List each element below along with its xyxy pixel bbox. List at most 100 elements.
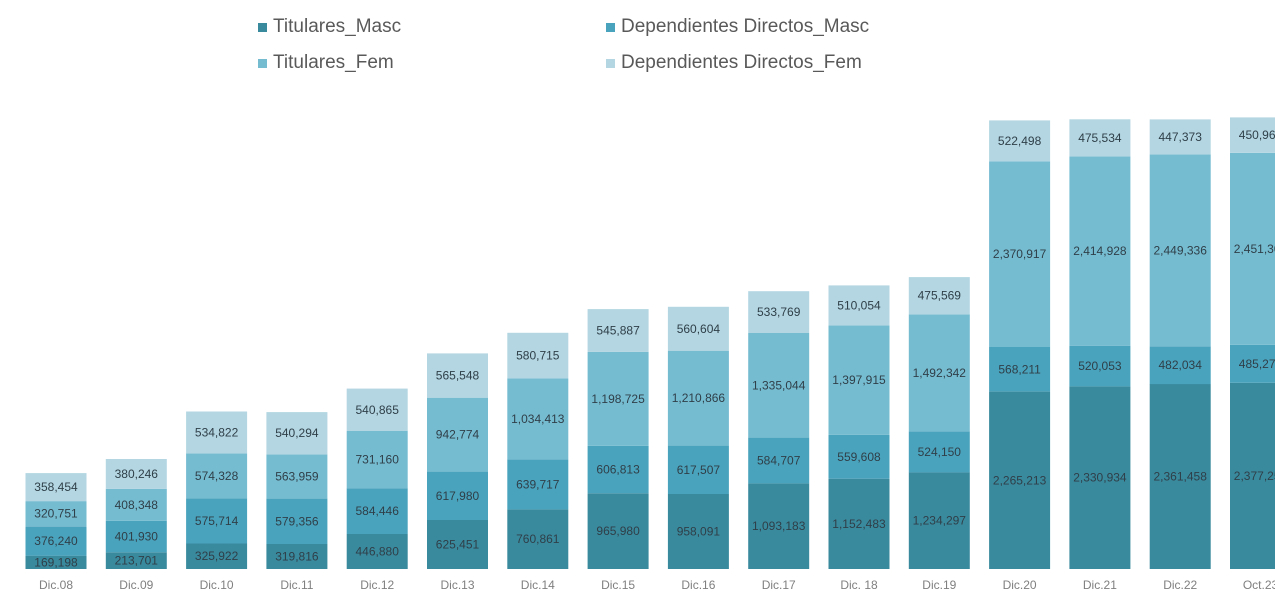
- data-label-2-6: 617,980: [436, 489, 480, 503]
- bar-segment-2-13: [989, 347, 1051, 392]
- data-label-4-9: 560,604: [677, 322, 721, 336]
- bar-segment-4-1: [25, 473, 87, 502]
- bar-segment-2-6: [427, 471, 488, 520]
- bar-segment-4-14: [1069, 119, 1131, 157]
- bar-segment-1-4: [266, 543, 328, 569]
- data-label-2-15: 482,034: [1159, 358, 1203, 372]
- bar-segment-1-2: [105, 552, 167, 569]
- data-label-3-3: 574,328: [195, 469, 239, 483]
- data-label-3-5: 731,160: [356, 453, 400, 467]
- legend-label-titulares-fem: Titulares_Fem: [273, 52, 394, 73]
- bar-segment-1-12: [908, 472, 970, 569]
- legend-label-titulares-masc: Titulares_Masc: [273, 16, 402, 37]
- x-tick-label-1: Dic.08: [39, 578, 73, 592]
- x-tick-label-12: Dic.19: [922, 578, 956, 592]
- data-label-1-2: 213,701: [115, 554, 159, 568]
- legend-label-dependientes-fem: Dependientes Directos_Fem: [621, 52, 862, 73]
- data-label-1-1: 169,198: [34, 555, 78, 569]
- x-tick-label-4: Dic.11: [280, 578, 313, 592]
- bar-segment-2-14: [1069, 345, 1131, 387]
- data-label-2-4: 579,356: [275, 514, 319, 528]
- bar-segment-4-12: [908, 277, 970, 315]
- legend-item-dependientes-fem: Dependientes Directos_Fem: [606, 52, 862, 74]
- bar-segment-4-10: [748, 291, 810, 333]
- data-label-3-9: 1,210,866: [672, 391, 726, 405]
- bar-segment-1-11: [828, 478, 890, 569]
- data-label-2-9: 617,507: [677, 463, 721, 477]
- data-label-1-16: 2,377,253: [1234, 469, 1275, 483]
- data-label-1-6: 625,451: [436, 538, 480, 552]
- data-label-1-9: 958,091: [677, 525, 721, 539]
- bar-segment-2-10: [748, 437, 810, 484]
- x-tick-label-14: Dic.21: [1083, 578, 1117, 592]
- data-label-3-13: 2,370,917: [993, 247, 1047, 261]
- data-label-3-2: 408,348: [115, 498, 159, 512]
- data-label-1-10: 1,093,183: [752, 519, 806, 533]
- data-label-3-14: 2,414,928: [1073, 244, 1127, 258]
- bar-segment-4-7: [507, 332, 569, 379]
- data-label-2-7: 639,717: [516, 477, 560, 491]
- bar-segment-4-3: [186, 411, 248, 454]
- bar-segment-3-6: [427, 397, 488, 472]
- bar-segment-1-3: [186, 543, 248, 569]
- bar-segment-3-8: [587, 351, 649, 446]
- bar-segment-2-3: [186, 498, 248, 544]
- data-label-4-13: 522,498: [998, 134, 1042, 148]
- bar-segment-1-15: [1149, 384, 1211, 569]
- x-tick-label-6: Dic.13: [440, 578, 474, 592]
- bar-segment-4-9: [667, 306, 729, 351]
- bar-segment-3-4: [266, 454, 328, 499]
- data-label-3-10: 1,335,044: [752, 378, 806, 392]
- bar-segment-3-16: [1230, 152, 1275, 345]
- data-label-2-2: 401,930: [115, 530, 159, 544]
- bar-segment-1-8: [587, 493, 649, 569]
- legend-swatch-titulares-masc: [258, 22, 267, 32]
- data-label-4-3: 534,822: [195, 425, 239, 439]
- legend-swatch-titulares-fem: [258, 58, 267, 68]
- data-label-2-13: 568,211: [998, 362, 1041, 376]
- bar-segment-1-16: [1230, 382, 1275, 569]
- bar-segment-1-7: [507, 509, 569, 569]
- legend-item-titulares-masc: Titulares_Masc: [258, 16, 401, 38]
- x-tick-label-15: Dic.22: [1163, 578, 1197, 592]
- x-tick-label-13: Dic.20: [1003, 578, 1037, 592]
- data-label-1-15: 2,361,458: [1154, 470, 1208, 484]
- bar-segment-3-13: [989, 161, 1051, 347]
- bar-segment-4-15: [1149, 119, 1211, 155]
- data-label-3-12: 1,492,342: [913, 366, 967, 380]
- data-label-4-7: 580,715: [516, 349, 560, 363]
- bar-segment-2-1: [25, 526, 87, 556]
- data-label-2-1: 376,240: [34, 534, 78, 548]
- bar-segment-1-13: [989, 391, 1051, 569]
- data-label-2-16: 485,273: [1239, 357, 1275, 371]
- data-label-4-6: 565,548: [436, 369, 480, 383]
- bar-segment-2-7: [507, 459, 569, 510]
- data-label-3-16: 2,451,302: [1234, 242, 1275, 256]
- bar-segment-1-9: [667, 493, 729, 569]
- bar-segment-3-12: [908, 314, 970, 432]
- data-label-1-12: 1,234,297: [913, 514, 967, 528]
- data-label-4-8: 545,887: [596, 324, 640, 338]
- x-tick-label-7: Dic.14: [521, 578, 555, 592]
- data-label-1-14: 2,330,934: [1073, 471, 1127, 485]
- legend-swatch-dependientes-masc: [606, 22, 615, 32]
- bar-segment-3-7: [507, 378, 569, 460]
- x-tick-label-3: Dic.10: [200, 578, 234, 592]
- bar-segment-4-11: [828, 285, 890, 326]
- data-label-2-3: 575,714: [195, 514, 239, 528]
- data-label-2-12: 524,150: [918, 445, 962, 459]
- x-tick-label-5: Dic.12: [360, 578, 394, 592]
- data-label-3-1: 320,751: [34, 507, 78, 521]
- bar-segment-2-12: [908, 431, 970, 473]
- bar-segment-3-11: [828, 325, 890, 435]
- bar-segment-1-6: [427, 520, 488, 569]
- data-label-1-5: 446,880: [356, 545, 400, 559]
- bar-segment-2-5: [346, 488, 408, 534]
- x-tick-label-16: Oct.23: [1243, 578, 1275, 592]
- data-label-2-5: 584,446: [356, 504, 400, 518]
- bar-segment-2-2: [105, 520, 167, 553]
- data-label-2-14: 520,053: [1078, 359, 1122, 373]
- x-tick-label-10: Dic.17: [762, 578, 796, 592]
